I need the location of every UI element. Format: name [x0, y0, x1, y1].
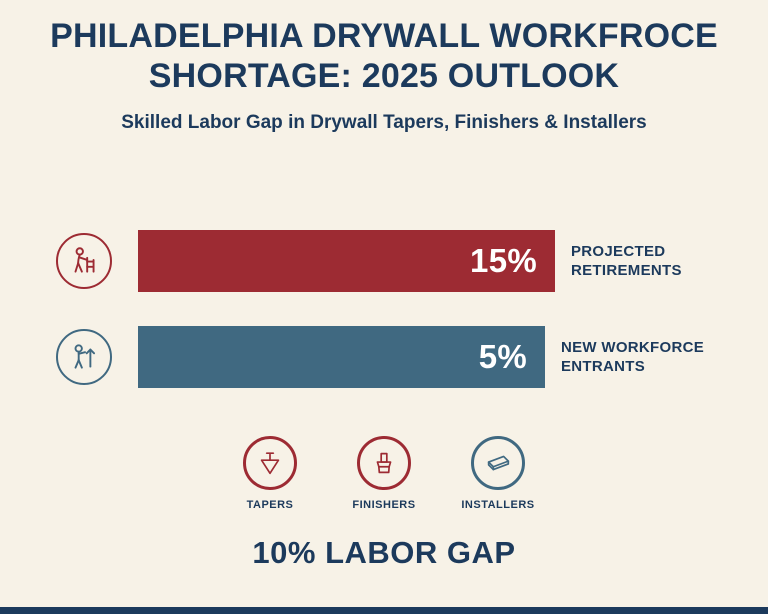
trade-installers: INSTALLERS	[455, 436, 541, 511]
drywall-panel-icon	[471, 436, 525, 491]
page-title-line-1: PHILADELPHIA DRYWALL WORKFROCE	[50, 17, 718, 55]
header: PHILADELPHIA DRYWALL WORKFROCE SHORTAGE:…	[0, 0, 768, 134]
bar-label-retirements-line2: RETIREMENTS	[571, 262, 682, 280]
trade-tapers: TAPERS	[227, 436, 313, 511]
bar-value-entrants: 5%	[478, 338, 527, 376]
bottom-accent-strip	[0, 607, 768, 614]
bar-label-retirements: PROJECTED RETIREMENTS	[571, 242, 682, 281]
trowel-icon	[243, 436, 297, 491]
trade-label-finishers: FINISHERS	[352, 499, 416, 512]
bar-label-entrants-line2: ENTRANTS	[561, 358, 646, 376]
page-title-line-2: SHORTAGE: 2025 OUTLOOK	[148, 57, 620, 96]
labor-gap-callout: 10% LABOR GAP	[252, 535, 516, 571]
putty-knife-icon	[357, 436, 411, 491]
trade-label-tapers: TAPERS	[246, 499, 294, 512]
bar-new-workforce-entrants: 5%	[138, 326, 545, 389]
bar-label-entrants-line1: NEW WORKFORCE	[561, 338, 705, 356]
trades-legend: TAPERS FINISHERS INSTALLERS	[0, 436, 768, 511]
page-subtitle: Skilled Labor Gap in Drywall Tapers, Fin…	[121, 112, 647, 134]
bar-label-entrants: NEW WORKFORCE ENTRANTS	[561, 338, 704, 377]
bar-projected-retirements: 15%	[138, 230, 555, 293]
bar-row-entrants: 5% NEW WORKFORCE ENTRANTS	[56, 326, 768, 389]
bar-chart: 15% PROJECTED RETIREMENTS 5%	[0, 230, 768, 389]
bar-row-retirements: 15% PROJECTED RETIREMENTS	[56, 230, 768, 293]
bar-value-retirements: 15%	[470, 242, 537, 280]
trade-finishers: FINISHERS	[341, 436, 427, 511]
retiring-worker-walker-icon	[56, 233, 112, 290]
bar-label-retirements-line1: PROJECTED	[571, 242, 666, 260]
trade-label-installers: INSTALLERS	[461, 499, 535, 512]
new-entrant-arrow-up-icon	[56, 329, 112, 386]
